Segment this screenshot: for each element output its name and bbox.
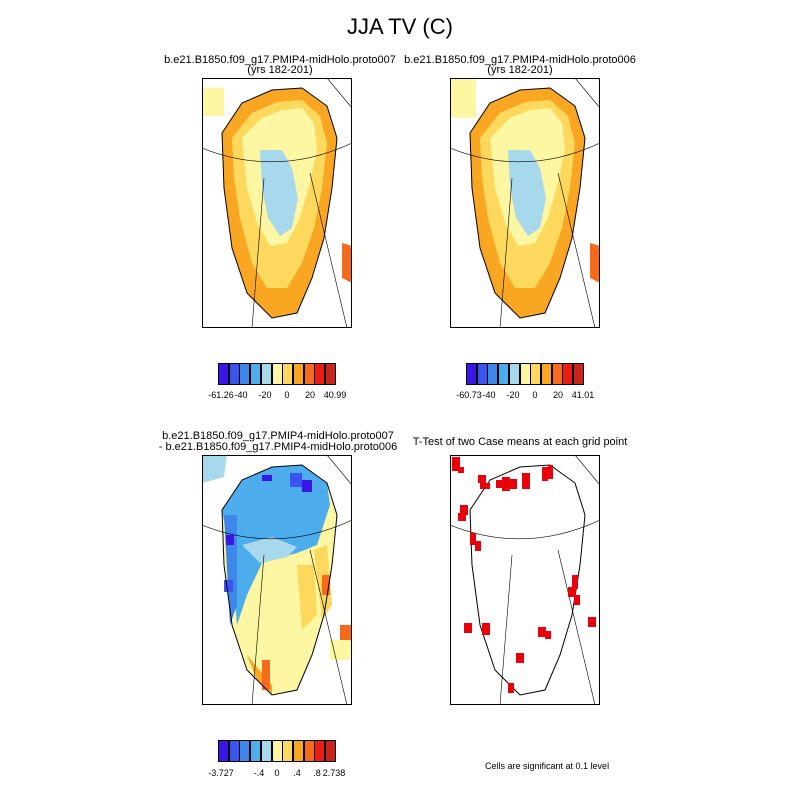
colorbar-swatch (228, 740, 240, 762)
panel-1-map (202, 78, 352, 328)
panel-4-title: T-Test of two Case means at each grid po… (412, 436, 628, 448)
colorbar-swatch (250, 740, 262, 762)
colorbar-swatch (314, 740, 326, 762)
panel-2-title: b.e21.B1850.f09_g17.PMIP4-midHolo.proto0… (404, 54, 636, 66)
colorbar-tick-label: -3.727 (208, 768, 234, 778)
colorbar-tick-label: 41.01 (571, 390, 595, 400)
colorbar-tick-label: 2.738 (322, 768, 346, 778)
panel-1-subtitle: (yrs 182-201) (247, 64, 313, 76)
colorbar-swatch (250, 363, 262, 385)
colorbar-tick-label: 0 (284, 390, 290, 400)
colorbar-tick-label: -40 (482, 390, 496, 400)
panel-3-title: b.e21.B1850.f09_g17.PMIP4-midHolo.proto0… (162, 430, 394, 442)
colorbar-swatch (303, 740, 315, 762)
colorbar-swatch (228, 363, 240, 385)
colorbar-swatch (218, 363, 229, 385)
colorbar-swatch (519, 363, 531, 385)
colorbar-swatch (292, 740, 304, 762)
colorbar-swatch (562, 363, 574, 385)
panel-3-subtitle: - b.e21.B1850.f09_g17.PMIP4-midHolo.prot… (158, 441, 398, 453)
colorbar-swatch (239, 740, 251, 762)
colorbar-swatch (303, 363, 315, 385)
colorbar-swatch (487, 363, 499, 385)
colorbar-swatch (260, 363, 272, 385)
colorbar-swatch (271, 363, 283, 385)
panel-2-colorbar (466, 363, 584, 387)
colorbar-tick-label: .8 (313, 768, 321, 778)
colorbar-tick-label: .4 (293, 768, 301, 778)
colorbar-swatch (271, 740, 283, 762)
panel-1-colorbar (218, 363, 336, 387)
colorbar-swatch (540, 363, 552, 385)
colorbar-swatch (325, 363, 336, 385)
panel-3-map (202, 455, 352, 705)
significance-note: Cells are significant at 0.1 level (485, 761, 610, 771)
page-title: JJA TV (C) (347, 14, 453, 39)
colorbar-swatch (476, 363, 488, 385)
colorbar-tick-label: 0 (532, 390, 538, 400)
colorbar-swatch (466, 363, 477, 385)
colorbar-tick-label: 20 (304, 390, 316, 400)
colorbar-swatch (282, 740, 294, 762)
colorbar-swatch (530, 363, 542, 385)
colorbar-swatch (260, 740, 272, 762)
colorbar-swatch (573, 363, 584, 385)
colorbar-swatch (508, 363, 520, 385)
colorbar-tick-label: -.4 (253, 768, 265, 778)
panel-2-map (450, 78, 600, 328)
colorbar-swatch (325, 740, 336, 762)
colorbar-swatch (314, 363, 326, 385)
colorbar-tick-label: -20 (258, 390, 272, 400)
colorbar-swatch (292, 363, 304, 385)
colorbar-tick-label: 40.99 (323, 390, 347, 400)
colorbar-swatch (218, 740, 229, 762)
panel-2-subtitle: (yrs 182-201) (487, 64, 553, 76)
colorbar-tick-label: 20 (552, 390, 564, 400)
colorbar-tick-label: 0 (274, 768, 280, 778)
colorbar-tick-label: -40 (234, 390, 248, 400)
colorbar-tick-label: -20 (506, 390, 520, 400)
colorbar-tick-label: -60.73 (456, 390, 482, 400)
colorbar-swatch (551, 363, 563, 385)
colorbar-swatch (498, 363, 510, 385)
panel-1-title: b.e21.B1850.f09_g17.PMIP4-midHolo.proto0… (164, 54, 396, 66)
panel-4-map (450, 455, 600, 705)
colorbar-swatch (282, 363, 294, 385)
panel-3-colorbar (218, 740, 336, 764)
colorbar-tick-label: -61.26 (208, 390, 234, 400)
colorbar-swatch (239, 363, 251, 385)
